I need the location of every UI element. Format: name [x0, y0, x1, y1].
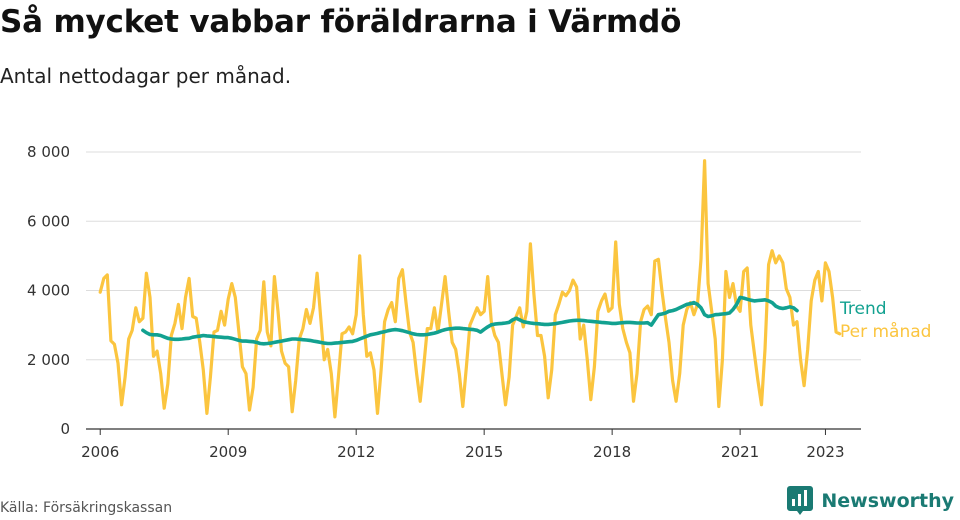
x-tick-label: 2021	[721, 443, 759, 461]
x-tick-label: 2009	[209, 443, 247, 461]
legend-label-per-manad: Per månad	[840, 321, 931, 342]
x-tick-label: 2023	[806, 443, 844, 461]
chart-subtitle: Antal nettodagar per månad.	[0, 64, 292, 88]
newsworthy-logo-icon	[787, 486, 814, 515]
y-tick-label: 0	[60, 420, 70, 438]
x-tick-label: 2018	[593, 443, 631, 461]
series-line-per-manad	[98, 159, 842, 419]
y-tick-label: 4 000	[27, 282, 70, 300]
x-tick-label: 2006	[81, 443, 119, 461]
x-tick-label: 2015	[465, 443, 503, 461]
brand-logo[interactable]: Newsworthy	[787, 486, 954, 516]
y-tick-label: 2 000	[27, 351, 70, 369]
chart-title: Så mycket vabbar föräldrarna i Värmdö	[0, 4, 682, 40]
x-tick-label: 2012	[337, 443, 375, 461]
y-tick-label: 6 000	[27, 212, 70, 230]
legend-label-trend: Trend	[839, 299, 887, 319]
series-line-trend	[141, 295, 799, 346]
brand-name: Newsworthy	[821, 490, 954, 512]
source-note: Källa: Försäkringskassan	[0, 500, 173, 516]
y-tick-label: 8 000	[27, 143, 70, 161]
